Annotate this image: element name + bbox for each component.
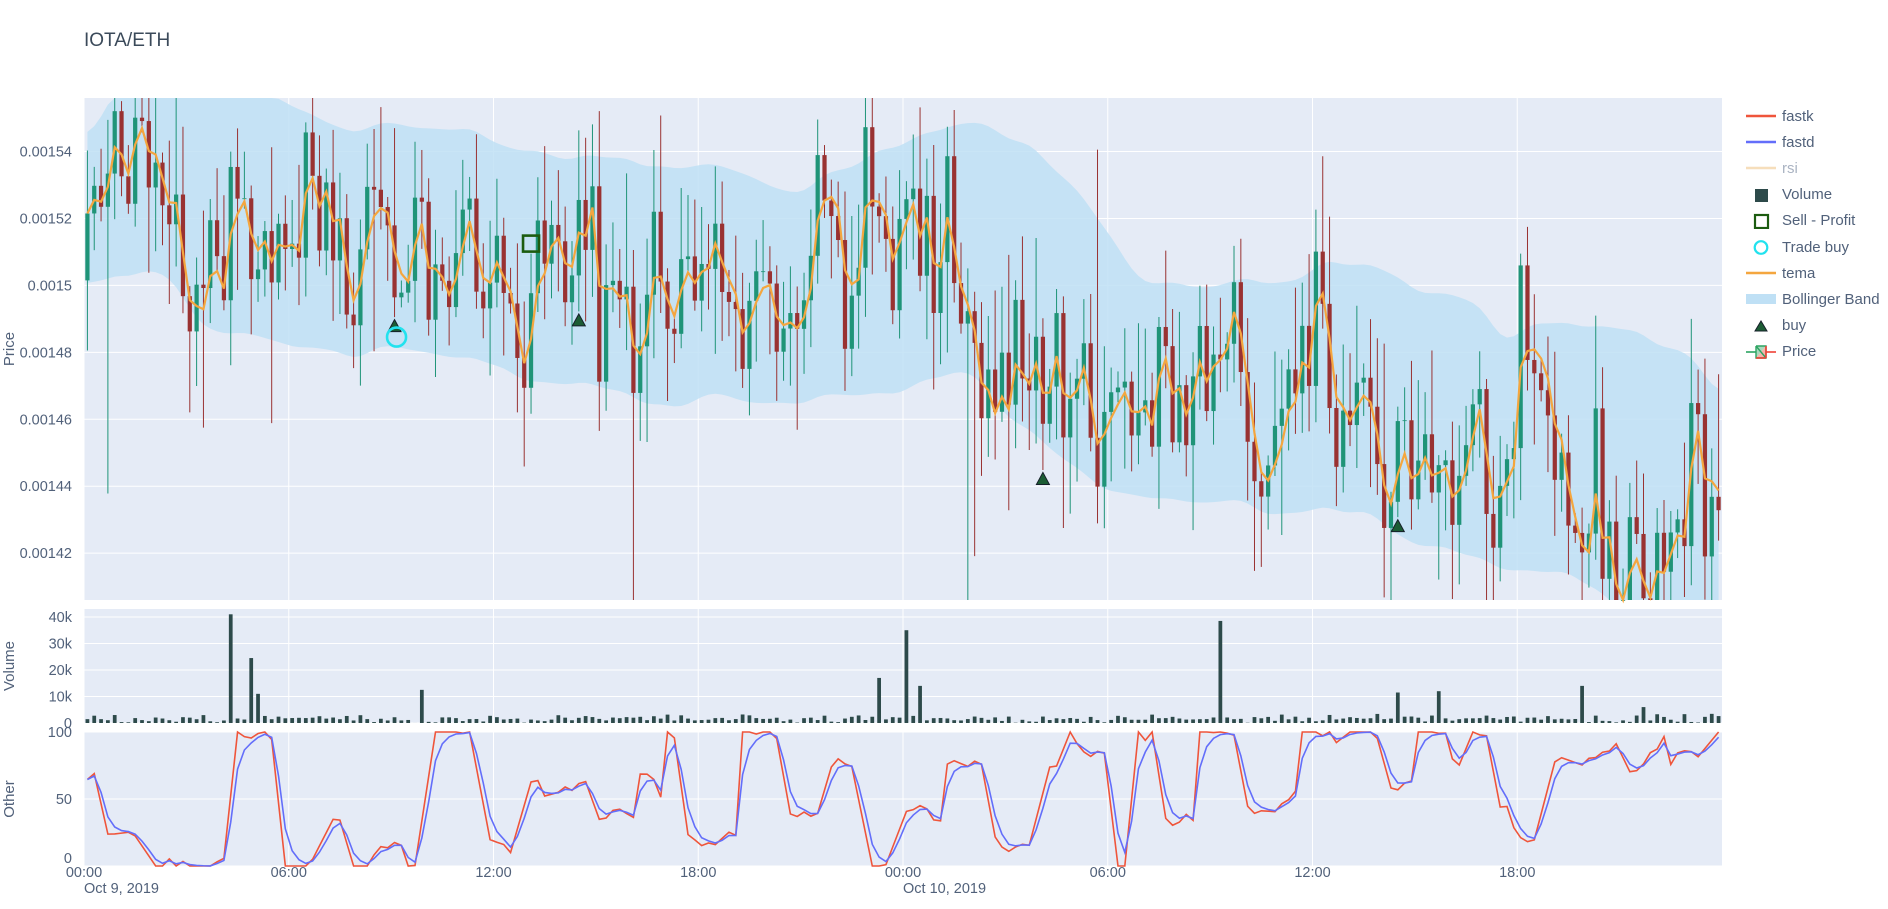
svg-text:Oct 9, 2019: Oct 9, 2019 <box>84 881 159 897</box>
svg-text:12:00: 12:00 <box>1294 865 1330 881</box>
svg-text:0.00144: 0.00144 <box>20 479 72 495</box>
svg-text:06:00: 06:00 <box>1090 865 1126 881</box>
svg-text:20k: 20k <box>49 663 73 679</box>
svg-text:Other: Other <box>1 780 18 818</box>
svg-text:Price: Price <box>1 332 18 366</box>
svg-text:50: 50 <box>56 792 72 808</box>
svg-text:0.0015: 0.0015 <box>28 278 72 294</box>
svg-text:100: 100 <box>48 725 72 741</box>
svg-text:30k: 30k <box>49 636 73 652</box>
svg-text:00:00: 00:00 <box>885 865 921 881</box>
svg-text:10k: 10k <box>49 689 73 705</box>
svg-text:18:00: 18:00 <box>680 865 716 881</box>
svg-text:0.00146: 0.00146 <box>20 412 72 428</box>
svg-text:06:00: 06:00 <box>271 865 307 881</box>
svg-text:Oct 10, 2019: Oct 10, 2019 <box>903 881 986 897</box>
svg-text:00:00: 00:00 <box>66 865 102 881</box>
svg-text:40k: 40k <box>49 610 73 626</box>
svg-text:18:00: 18:00 <box>1499 865 1535 881</box>
svg-text:12:00: 12:00 <box>475 865 511 881</box>
svg-text:0.00148: 0.00148 <box>20 345 72 361</box>
svg-text:Volume: Volume <box>1 641 18 691</box>
svg-text:0.00154: 0.00154 <box>20 145 72 161</box>
svg-text:0.00152: 0.00152 <box>20 211 72 227</box>
svg-text:0.00142: 0.00142 <box>20 546 72 562</box>
